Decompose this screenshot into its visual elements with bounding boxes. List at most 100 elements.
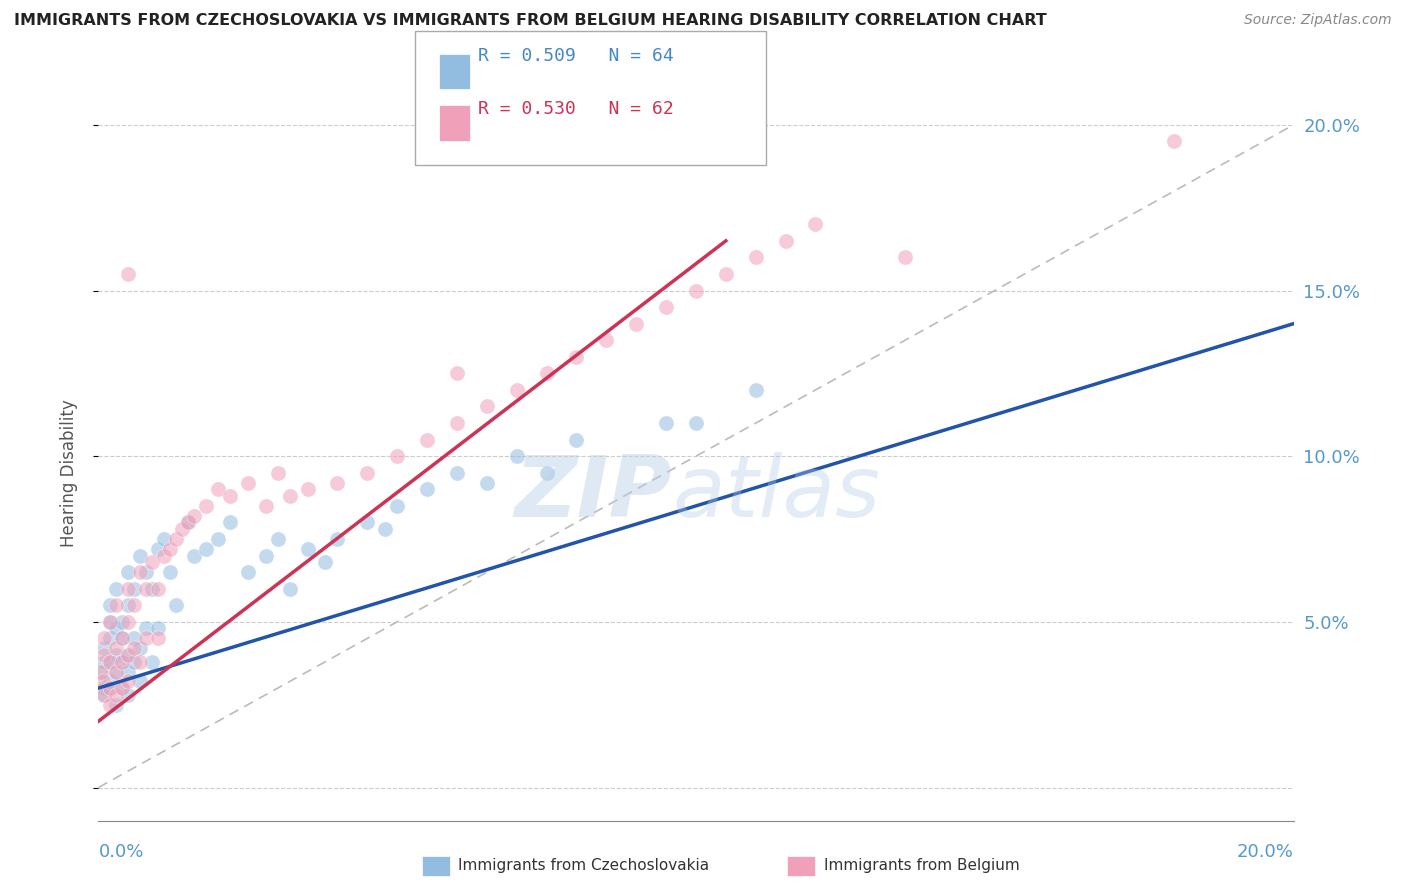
- Point: [100, 674, 122, 689]
- Point: [91, 674, 114, 689]
- Point: [135, 565, 157, 579]
- Point: [804, 217, 827, 231]
- Point: [745, 383, 768, 397]
- Point: [416, 483, 439, 497]
- Point: [374, 522, 396, 536]
- Point: [165, 599, 187, 613]
- Point: [124, 632, 146, 646]
- Point: [117, 565, 139, 579]
- Point: [93, 648, 115, 662]
- Text: 20.0%: 20.0%: [1237, 843, 1294, 861]
- Text: 0.0%: 0.0%: [98, 843, 143, 861]
- Point: [165, 532, 187, 546]
- Point: [135, 632, 157, 646]
- Point: [267, 466, 290, 480]
- Point: [135, 582, 157, 596]
- Point: [100, 655, 122, 669]
- Point: [105, 665, 128, 679]
- Point: [100, 681, 122, 695]
- Point: [141, 582, 163, 596]
- Point: [141, 655, 163, 669]
- Text: R = 0.509   N = 64: R = 0.509 N = 64: [478, 47, 673, 65]
- Point: [90, 665, 112, 679]
- Point: [117, 267, 139, 281]
- Point: [219, 489, 242, 503]
- Point: [446, 466, 468, 480]
- Point: [117, 674, 139, 689]
- Point: [148, 541, 170, 556]
- Point: [195, 541, 218, 556]
- Point: [356, 466, 378, 480]
- Point: [183, 549, 205, 563]
- Point: [416, 433, 439, 447]
- Point: [124, 582, 146, 596]
- Point: [177, 516, 200, 530]
- Point: [90, 665, 112, 679]
- Point: [93, 632, 115, 646]
- Point: [385, 499, 409, 513]
- Point: [297, 541, 319, 556]
- Point: [207, 483, 229, 497]
- Point: [148, 582, 170, 596]
- Point: [536, 466, 558, 480]
- Point: [105, 698, 128, 712]
- Point: [745, 251, 768, 265]
- Point: [111, 681, 134, 695]
- Point: [506, 383, 529, 397]
- Point: [565, 433, 588, 447]
- Point: [267, 532, 290, 546]
- Point: [93, 641, 115, 656]
- Point: [93, 688, 115, 702]
- Point: [315, 555, 337, 569]
- Point: [135, 622, 157, 636]
- Point: [111, 655, 134, 669]
- Point: [100, 698, 122, 712]
- Point: [117, 599, 139, 613]
- Point: [105, 688, 128, 702]
- Point: [195, 499, 218, 513]
- Point: [117, 648, 139, 662]
- Point: [111, 632, 134, 646]
- Point: [446, 416, 468, 430]
- Point: [236, 475, 259, 490]
- Point: [219, 516, 242, 530]
- Point: [254, 499, 277, 513]
- Text: Immigrants from Czechoslovakia: Immigrants from Czechoslovakia: [458, 858, 710, 872]
- Point: [1163, 135, 1185, 149]
- Point: [124, 599, 146, 613]
- Point: [207, 532, 229, 546]
- Point: [775, 234, 797, 248]
- Point: [111, 681, 134, 695]
- Point: [297, 483, 319, 497]
- Point: [148, 622, 170, 636]
- Point: [105, 582, 128, 596]
- Point: [105, 599, 128, 613]
- Point: [100, 681, 122, 695]
- Point: [129, 655, 152, 669]
- Point: [105, 641, 128, 656]
- Point: [111, 615, 134, 629]
- Point: [93, 681, 115, 695]
- Point: [124, 655, 146, 669]
- Point: [685, 416, 707, 430]
- Point: [714, 267, 737, 281]
- Text: ZIP: ZIP: [515, 452, 672, 535]
- Point: [177, 516, 200, 530]
- Point: [655, 416, 678, 430]
- Point: [536, 367, 558, 381]
- Point: [93, 655, 115, 669]
- Point: [326, 532, 349, 546]
- Point: [117, 688, 139, 702]
- Point: [100, 655, 122, 669]
- Point: [148, 632, 170, 646]
- Point: [655, 300, 678, 314]
- Point: [141, 555, 163, 569]
- Point: [100, 615, 122, 629]
- Point: [356, 516, 378, 530]
- Point: [254, 549, 277, 563]
- Point: [446, 367, 468, 381]
- Point: [326, 475, 349, 490]
- Point: [506, 449, 529, 463]
- Point: [153, 549, 176, 563]
- Text: Source: ZipAtlas.com: Source: ZipAtlas.com: [1244, 13, 1392, 28]
